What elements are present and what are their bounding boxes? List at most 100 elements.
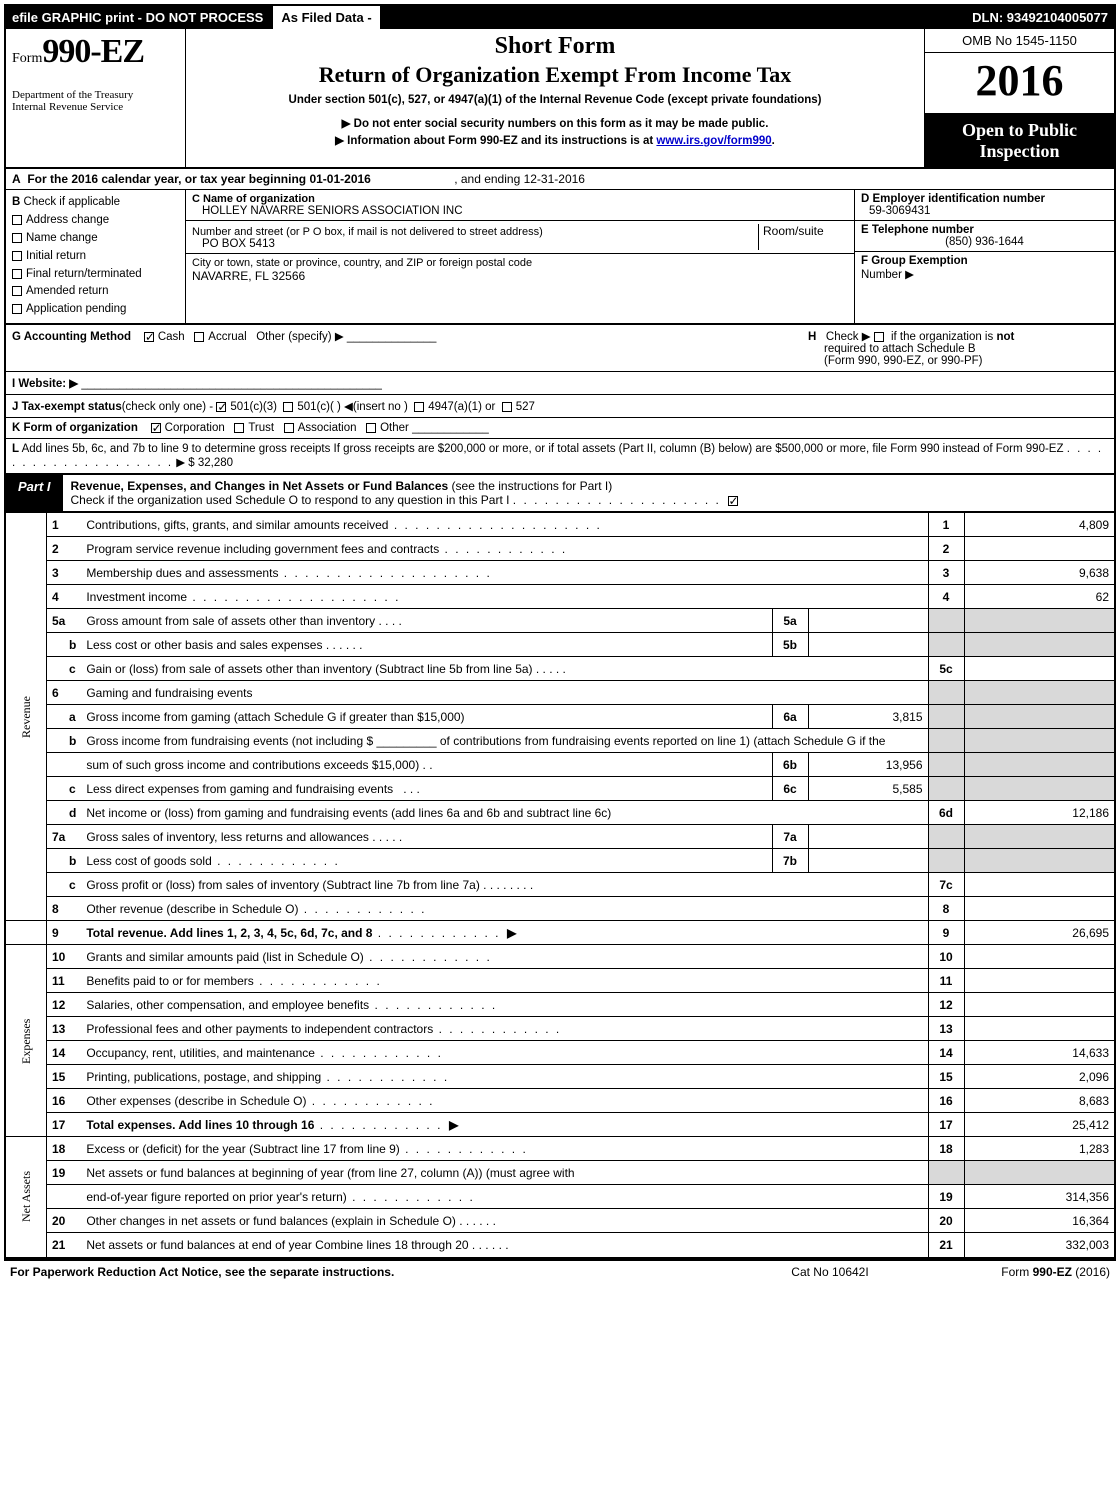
line-desc: end-of-year figure reported on prior yea… xyxy=(86,1190,346,1204)
checkbox-other-org[interactable] xyxy=(366,423,376,433)
checkbox-application-pending[interactable] xyxy=(12,304,22,314)
line-box: 21 xyxy=(928,1233,964,1257)
line-box: 14 xyxy=(928,1041,964,1065)
opt-initial-return: Initial return xyxy=(26,250,86,262)
row-13: 13 Professional fees and other payments … xyxy=(6,1017,1114,1041)
checkbox-name-change[interactable] xyxy=(12,233,22,243)
side-revenue: Revenue xyxy=(6,513,47,921)
footer-form-ref: Form 990-EZ (2016) xyxy=(930,1265,1110,1279)
line-box: 12 xyxy=(928,993,964,1017)
form-container: efile GRAPHIC print - DO NOT PROCESS As … xyxy=(4,4,1116,1259)
line-num: 1 xyxy=(47,513,82,537)
checkbox-h[interactable] xyxy=(874,332,884,342)
section-k: K Form of organization Corporation Trust… xyxy=(6,417,1114,438)
line-num: 5a xyxy=(47,609,82,633)
line-box: 7c xyxy=(928,873,964,897)
line-desc: Other expenses (describe in Schedule O) xyxy=(86,1094,306,1108)
line-num: 7a xyxy=(47,825,82,849)
label-j: J Tax-exempt status xyxy=(12,401,122,413)
opt-final-return: Final return/terminated xyxy=(26,268,142,280)
checkbox-trust[interactable] xyxy=(234,423,244,433)
section-j: J Tax-exempt status(check only one) - 50… xyxy=(6,394,1114,417)
line-amt: 14,633 xyxy=(964,1041,1114,1065)
line-amt xyxy=(964,657,1114,681)
line-amt: 1,283 xyxy=(964,1137,1114,1161)
footer-cat-no: Cat No 10642I xyxy=(730,1265,930,1279)
label-l: L xyxy=(12,443,19,455)
line-num: b xyxy=(47,849,82,873)
row-15: 15 Printing, publications, postage, and … xyxy=(6,1065,1114,1089)
label-k: K Form of organization xyxy=(12,422,138,434)
opt-4947: 4947(a)(1) or xyxy=(428,401,495,413)
efile-label: efile GRAPHIC print - DO NOT PROCESS xyxy=(6,6,269,29)
part1-table: Revenue 1 Contributions, gifts, grants, … xyxy=(6,512,1114,1257)
label-g: G Accounting Method xyxy=(12,331,131,343)
row-11: 11 Benefits paid to or for members 11 xyxy=(6,969,1114,993)
checkbox-association[interactable] xyxy=(284,423,294,433)
irs-link[interactable]: www.irs.gov/form990 xyxy=(656,135,771,147)
j-note: (check only one) - xyxy=(122,401,213,413)
line-amt: 314,356 xyxy=(964,1185,1114,1209)
b-title: Check if applicable xyxy=(24,196,121,208)
checkbox-501c3[interactable] xyxy=(216,402,226,412)
line-num: 20 xyxy=(47,1209,82,1233)
line-amt xyxy=(964,945,1114,969)
shaded-cell xyxy=(964,633,1114,657)
h-check: Check ▶ xyxy=(826,331,871,343)
line-amt: 332,003 xyxy=(964,1233,1114,1257)
under-section: Under section 501(c), 527, or 4947(a)(1)… xyxy=(196,94,914,106)
page-footer: For Paperwork Reduction Act Notice, see … xyxy=(4,1259,1116,1283)
mid-box: 7b xyxy=(772,849,808,873)
row-3: 3 Membership dues and assessments 3 9,63… xyxy=(6,561,1114,585)
line-num: b xyxy=(47,633,82,657)
line-box: 1 xyxy=(928,513,964,537)
line-box: 8 xyxy=(928,897,964,921)
notice-info-post: . xyxy=(772,135,775,147)
checkbox-address-change[interactable] xyxy=(12,215,22,225)
line-amt: 16,364 xyxy=(964,1209,1114,1233)
opt-accrual: Accrual xyxy=(208,331,246,343)
line-desc: Gaming and fundraising events xyxy=(81,681,928,705)
line-desc: Other revenue (describe in Schedule O) xyxy=(86,902,298,916)
row-18: Net Assets 18 Excess or (deficit) for th… xyxy=(6,1137,1114,1161)
row-8: 8 Other revenue (describe in Schedule O)… xyxy=(6,897,1114,921)
open-line1: Open to Public xyxy=(929,120,1110,141)
checkbox-final-return[interactable] xyxy=(12,269,22,279)
footer-left: For Paperwork Reduction Act Notice, see … xyxy=(10,1265,730,1279)
line-num: c xyxy=(47,873,82,897)
row-9: 9 Total revenue. Add lines 1, 2, 3, 4, 5… xyxy=(6,921,1114,945)
row-7b: b Less cost of goods sold 7b xyxy=(6,849,1114,873)
checkbox-corporation[interactable] xyxy=(151,423,161,433)
group-exemption-number: Number ▶ xyxy=(861,269,914,281)
line-num: 21 xyxy=(47,1233,82,1257)
checkbox-initial-return[interactable] xyxy=(12,251,22,261)
line-box: 16 xyxy=(928,1089,964,1113)
line-desc: Less direct expenses from gaming and fun… xyxy=(86,782,393,796)
ein-label: D Employer identification number xyxy=(861,193,1045,205)
form-number: Form990-EZ xyxy=(12,33,179,71)
line-num: c xyxy=(47,657,82,681)
dept-treasury: Department of the Treasury Internal Reve… xyxy=(12,89,179,113)
line-amt: 25,412 xyxy=(964,1113,1114,1137)
line-desc: Salaries, other compensation, and employ… xyxy=(86,998,369,1012)
line-desc: Net assets or fund balances at end of ye… xyxy=(86,1238,468,1252)
line-desc: Investment income xyxy=(86,590,187,604)
checkbox-527[interactable] xyxy=(502,402,512,412)
checkbox-501c[interactable] xyxy=(283,402,293,412)
shaded-cell xyxy=(928,705,964,729)
line-desc: Total revenue. Add lines 1, 2, 3, 4, 5c,… xyxy=(86,926,372,940)
opt-501c3: 501(c)(3) xyxy=(230,401,277,413)
line-box: 18 xyxy=(928,1137,964,1161)
tax-year: 2016 xyxy=(925,53,1114,114)
checkbox-4947[interactable] xyxy=(414,402,424,412)
line-desc: Printing, publications, postage, and shi… xyxy=(86,1070,321,1084)
part1-title: Revenue, Expenses, and Changes in Net As… xyxy=(71,479,449,493)
checkbox-part1-scho[interactable] xyxy=(728,496,738,506)
row-6b: b Gross income from fundraising events (… xyxy=(6,729,1114,753)
line-desc: Gross income from gaming (attach Schedul… xyxy=(86,710,464,724)
checkbox-cash[interactable] xyxy=(144,332,154,342)
line-num: c xyxy=(47,777,82,801)
checkbox-amended-return[interactable] xyxy=(12,286,22,296)
shaded-cell xyxy=(928,729,964,753)
checkbox-accrual[interactable] xyxy=(194,332,204,342)
